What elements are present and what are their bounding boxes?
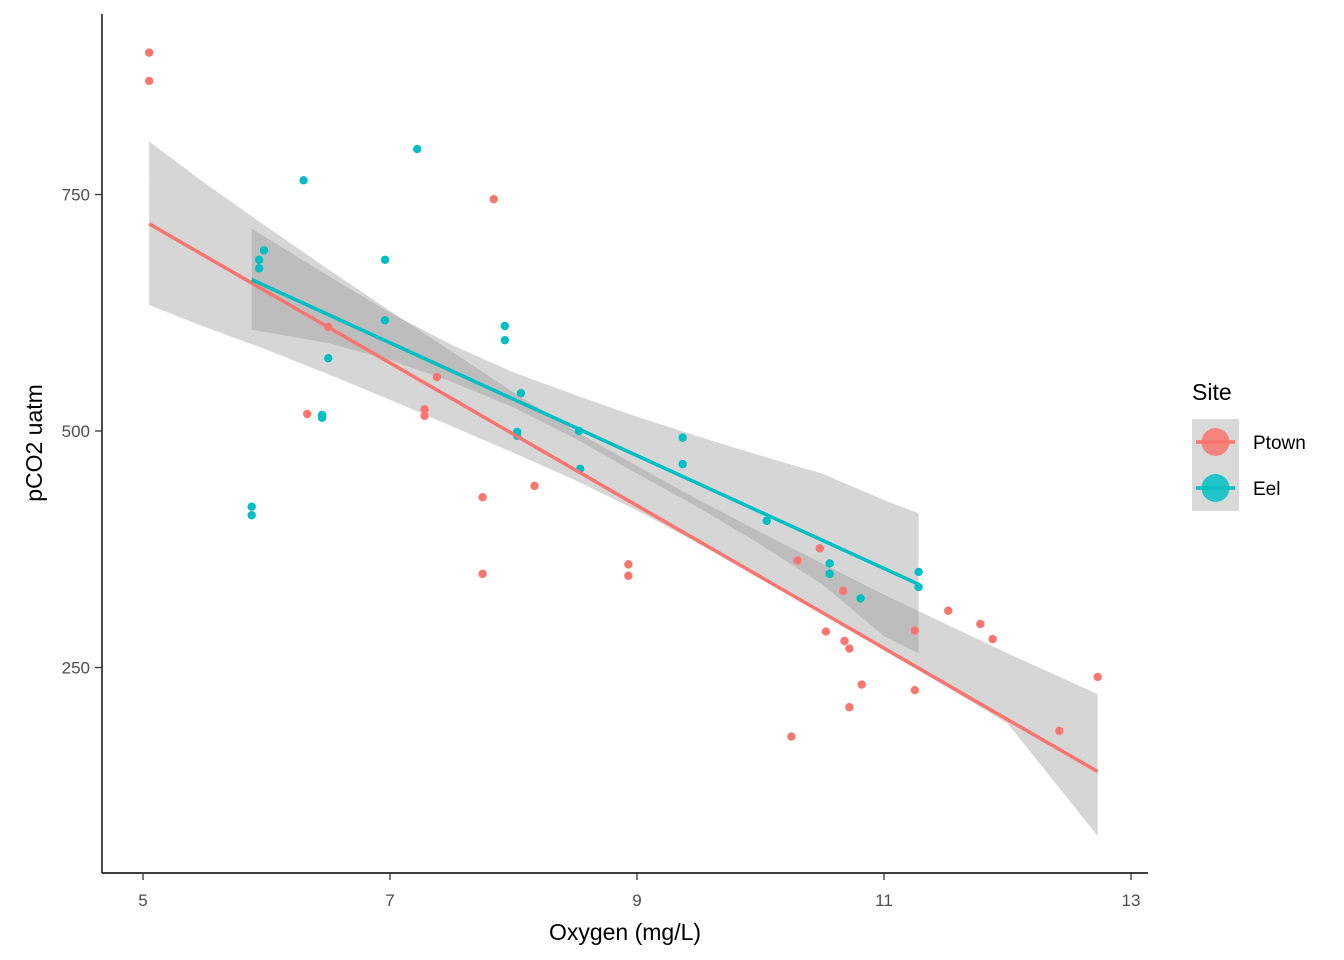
data-point-eel [324, 353, 333, 363]
confidence-band-eel [251, 228, 919, 654]
data-point-ptown [624, 560, 633, 569]
data-point-eel [678, 433, 687, 442]
data-point-ptown [793, 556, 802, 565]
data-point-eel [254, 255, 264, 264]
legend-label-eel: Eel [1253, 479, 1280, 500]
data-point-ptown [821, 627, 831, 636]
data-point-ptown [815, 544, 824, 553]
x-tick-label: 13 [1122, 891, 1141, 910]
legend-items: Ptown Eel [1192, 419, 1306, 511]
data-point-eel [247, 502, 256, 511]
data-point-ptown [1093, 672, 1102, 682]
data-point-eel [825, 569, 834, 579]
data-point-ptown [857, 680, 866, 689]
regression-lines [148, 222, 1099, 774]
y-tick-label: 500 [62, 422, 90, 441]
data-point-ptown [910, 686, 920, 695]
data-point-ptown [988, 634, 997, 644]
data-point-eel [762, 516, 771, 526]
legend-title: Site [1192, 379, 1232, 405]
fit-line-eel [250, 278, 920, 586]
data-point-ptown [420, 411, 429, 421]
data-point-ptown [839, 586, 848, 596]
data-point-eel [412, 144, 422, 154]
x-tick-label: 7 [385, 891, 394, 910]
fit-line-ptown [148, 222, 1099, 774]
x-axis-title: Oxygen (mg/L) [549, 919, 701, 945]
confidence-band-ptown [149, 141, 1098, 836]
data-point-eel [254, 264, 264, 273]
y-axis-title: pCO2 uatm [21, 384, 47, 502]
data-point-ptown [144, 76, 154, 86]
legend: Site Ptown Eel [1192, 379, 1306, 511]
data-point-eel [317, 413, 327, 422]
data-point-eel [500, 321, 510, 331]
data-point-eel [825, 559, 834, 568]
data-point-ptown [910, 626, 920, 635]
data-point-ptown [787, 732, 796, 741]
x-tick-label: 5 [138, 891, 147, 910]
data-point-ptown [303, 409, 312, 419]
data-point-eel [516, 388, 526, 398]
data-point-eel [259, 246, 269, 255]
x-tick-label: 11 [875, 891, 893, 910]
y-tick-label: 250 [62, 659, 90, 678]
confidence-bands [149, 141, 1098, 836]
data-point-ptown [845, 703, 854, 712]
y-tick-label: 750 [62, 186, 90, 205]
data-point-eel [380, 316, 390, 325]
x-axis-ticks: 5 7 9 11 13 [138, 873, 1140, 910]
data-point-ptown [420, 405, 429, 414]
data-point-eel [856, 594, 865, 603]
data-point-ptown [840, 636, 849, 646]
data-point-ptown [530, 481, 539, 491]
data-point-ptown [624, 571, 633, 580]
data-point-ptown [144, 48, 154, 57]
data-point-ptown [489, 195, 498, 204]
data-point-ptown [976, 619, 985, 629]
data-point-ptown [944, 606, 953, 615]
data-point-eel [500, 335, 510, 345]
data-point-eel [380, 255, 390, 264]
legend-label-ptown: Ptown [1253, 433, 1306, 454]
data-point-ptown [478, 493, 487, 502]
data-point-ptown [845, 644, 854, 653]
x-tick-label: 9 [632, 891, 641, 910]
data-point-eel [299, 176, 308, 185]
data-point-eel [678, 459, 687, 469]
data-point-eel [914, 567, 923, 577]
data-point-eel [247, 510, 256, 520]
data-point-ptown [1055, 726, 1064, 736]
data-point-ptown [478, 569, 487, 579]
data-point-ptown [432, 372, 442, 382]
y-axis-ticks: 250 500 750 [62, 186, 102, 678]
